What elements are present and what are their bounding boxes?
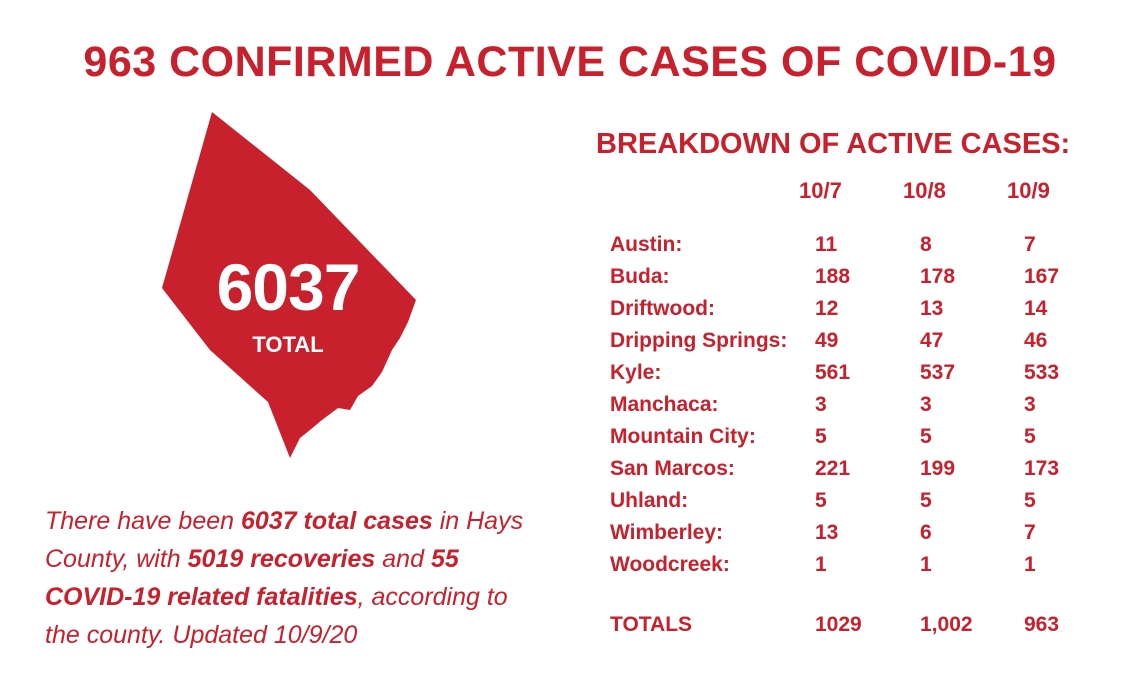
cases-10-7: 5 <box>815 489 827 512</box>
summary-text: There have been 6037 total cases in Hays… <box>45 502 545 654</box>
cases-10-8: 1 <box>920 553 932 576</box>
cases-10-8: 6 <box>920 521 932 544</box>
cases-10-9: 173 <box>1024 457 1060 480</box>
cases-10-9: 167 <box>1024 265 1060 288</box>
cases-10-7: 11 <box>815 233 838 256</box>
cases-10-8: 5 <box>920 489 932 512</box>
cases-10-7: 561 <box>815 361 851 384</box>
cases-10-7: 12 <box>815 297 839 320</box>
cases-10-9: 3 <box>1024 393 1036 416</box>
cases-10-8: 13 <box>920 297 944 320</box>
table-row: Kyle: 561 537 533 <box>610 361 1080 392</box>
cases-10-7: 188 <box>815 265 851 288</box>
town-name: San Marcos: <box>610 457 735 480</box>
cases-10-9: 7 <box>1024 233 1036 256</box>
town-name: Buda: <box>610 265 670 288</box>
summary-part-4: , according to the county. Updated 10/9/… <box>45 583 508 649</box>
town-name: Uhland: <box>610 489 689 512</box>
total-cases-label: TOTAL <box>252 332 324 357</box>
total-10-7: 1029 <box>815 613 862 636</box>
table-row: Uhland: 5 5 5 <box>610 489 1080 520</box>
hays-county-shape <box>162 112 416 458</box>
cases-10-9: 5 <box>1024 425 1036 448</box>
cases-10-8: 537 <box>920 361 956 384</box>
table-row: Mountain City: 5 5 5 <box>610 425 1080 456</box>
cases-10-7: 221 <box>815 457 851 480</box>
town-name: Austin: <box>610 233 683 256</box>
cases-10-9: 1 <box>1024 553 1036 576</box>
summary-part-1: There have been <box>45 507 241 535</box>
town-name: Woodcreek: <box>610 553 730 576</box>
cases-10-9: 533 <box>1024 361 1060 384</box>
total-10-8: 1,002 <box>920 613 973 636</box>
cases-10-8: 178 <box>920 265 956 288</box>
table-row: Buda: 188 178 167 <box>610 265 1080 296</box>
table-row: Austin: 11 8 7 <box>610 233 1080 264</box>
town-name: Driftwood: <box>610 297 715 320</box>
table-row: Dripping Springs: 49 47 46 <box>610 329 1080 360</box>
cases-10-9: 5 <box>1024 489 1036 512</box>
date-header-3: 10/9 <box>1007 178 1050 203</box>
table-row: Manchaca: 3 3 3 <box>610 393 1080 424</box>
table-row: San Marcos: 221 199 173 <box>610 457 1080 488</box>
cases-10-9: 46 <box>1024 329 1048 352</box>
cases-10-7: 5 <box>815 425 827 448</box>
cases-10-8: 5 <box>920 425 932 448</box>
table-row: Woodcreek: 1 1 1 <box>610 553 1080 584</box>
headline: 963 CONFIRMED ACTIVE CASES OF COVID-19 <box>83 38 1057 86</box>
breakdown-title: BREAKDOWN OF ACTIVE CASES: <box>596 128 1071 160</box>
cases-10-8: 47 <box>920 329 944 352</box>
cases-10-9: 7 <box>1024 521 1036 544</box>
cases-10-9: 14 <box>1024 297 1048 320</box>
summary-part-2: in Hays County, with <box>45 507 524 573</box>
cases-10-7: 3 <box>815 393 827 416</box>
summary-fatalities: 55 COVID-19 related fatalities <box>45 545 459 611</box>
total-10-9: 963 <box>1024 613 1060 636</box>
date-header-2: 10/8 <box>903 178 946 203</box>
town-name: Wimberley: <box>610 521 724 544</box>
county-map: 6037 TOTAL <box>160 110 420 460</box>
cases-10-8: 8 <box>920 233 932 256</box>
cases-10-7: 49 <box>815 329 839 352</box>
total-cases-value: 6037 <box>216 250 361 324</box>
town-name: Mountain City: <box>610 425 756 448</box>
summary-recoveries: 5019 recoveries <box>187 545 376 573</box>
date-header-1: 10/7 <box>799 178 842 203</box>
totals-label: TOTALS <box>610 613 693 636</box>
table-row: Wimberley: 13 6 7 <box>610 521 1080 552</box>
totals-row: TOTALS 1029 1,002 963 <box>610 613 1080 644</box>
cases-10-8: 3 <box>920 393 932 416</box>
town-name: Manchaca: <box>610 393 719 416</box>
cases-10-8: 199 <box>920 457 956 480</box>
town-name: Kyle: <box>610 361 662 384</box>
cases-10-7: 1 <box>815 553 827 576</box>
cases-10-7: 13 <box>815 521 839 544</box>
summary-part-3: and <box>375 545 431 573</box>
table-row: Driftwood: 12 13 14 <box>610 297 1080 328</box>
summary-total-cases: 6037 total cases <box>240 507 433 535</box>
town-name: Dripping Springs: <box>610 329 788 352</box>
